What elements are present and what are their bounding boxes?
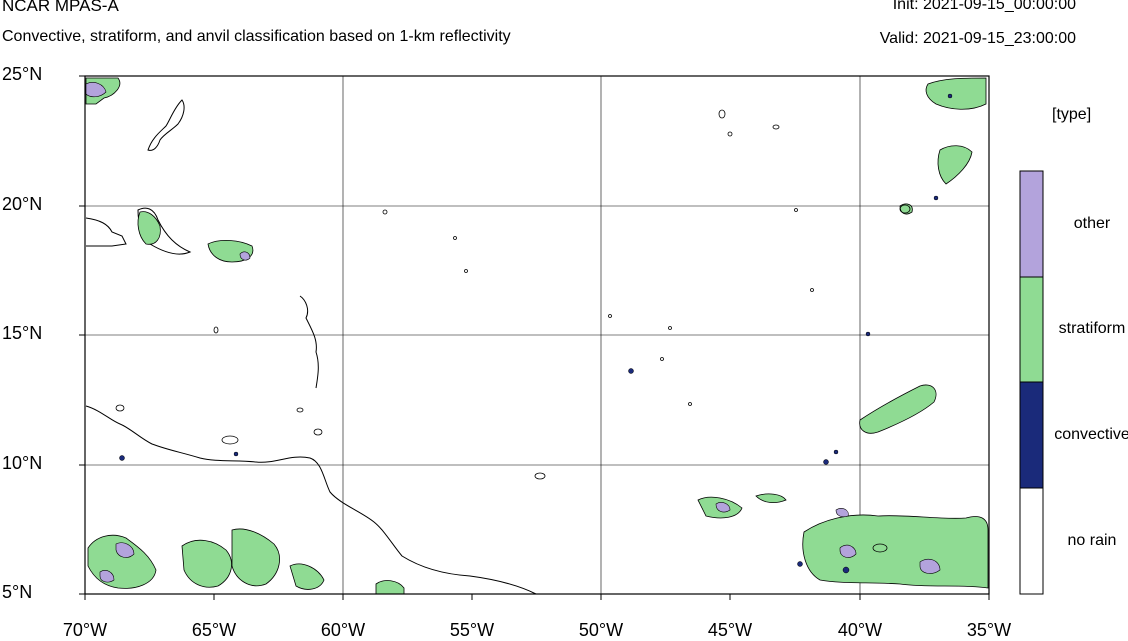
lat-label-20n: 20°N [2, 194, 43, 214]
valid-time: Valid: 2021-09-15_23:00:00 [879, 30, 1076, 47]
lat-label-25n: 25°N [2, 64, 43, 84]
convective-cells [119, 93, 953, 574]
coastlines [85, 99, 537, 595]
plot-subtitle: Convective, stratiform, and anvil classi… [2, 28, 511, 45]
legend-label-no-rain: no rain [1067, 532, 1117, 549]
legend-label-other: other [1073, 215, 1111, 232]
axis-ticks [79, 75, 990, 600]
lon-label-60w: 60°W [320, 620, 366, 640]
colorbar-title: [type] [1052, 106, 1092, 123]
colorbar-swatch-no-rain [1019, 487, 1044, 595]
legend-label-convective: convective [1054, 426, 1128, 443]
lon-label-35w: 35°W [966, 620, 1012, 640]
lon-label-55w: 55°W [449, 620, 495, 640]
lat-label-15n: 15°N [2, 323, 43, 343]
small-contours [115, 109, 911, 553]
lat-label-10n: 10°N [2, 453, 43, 473]
lon-label-70w: 70°W [62, 620, 108, 640]
lat-label-5n: 5°N [2, 582, 33, 602]
other-areas [85, 82, 941, 583]
lon-label-45w: 45°W [707, 620, 753, 640]
lon-label-40w: 40°W [837, 620, 883, 640]
map-grid [85, 76, 989, 594]
init-time: Init: 2021-09-15_00:00:00 [892, 0, 1076, 13]
map-frame [84, 75, 990, 595]
plot-title: NCAR MPAS-A [2, 0, 119, 15]
legend-label-stratiform: stratiform [1058, 320, 1126, 337]
colorbar [1019, 170, 1044, 595]
lon-label-65w: 65°W [191, 620, 237, 640]
stratiform-areas [85, 77, 989, 595]
lon-label-50w: 50°W [578, 620, 624, 640]
